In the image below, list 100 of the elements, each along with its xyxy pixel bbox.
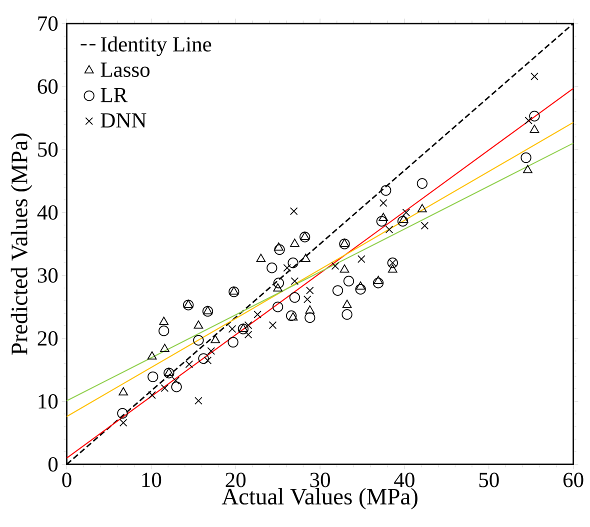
point — [303, 295, 312, 304]
x-tick-label: 20 — [226, 472, 246, 488]
x-tick-label: 0 — [62, 472, 72, 488]
point — [164, 368, 174, 378]
point — [343, 276, 354, 286]
y-tick-label: 60 — [38, 79, 58, 94]
point — [266, 262, 278, 274]
point — [172, 376, 180, 384]
x-tick-label: 30 — [310, 472, 330, 488]
point — [416, 178, 428, 189]
point — [164, 368, 174, 376]
point — [378, 212, 388, 221]
point — [332, 285, 344, 296]
point — [529, 110, 540, 122]
point — [148, 391, 156, 399]
point — [147, 351, 157, 360]
point — [300, 232, 310, 240]
point — [304, 312, 316, 323]
point — [273, 283, 282, 292]
point — [204, 356, 212, 364]
point — [520, 152, 532, 163]
point — [379, 199, 388, 207]
point — [305, 305, 315, 314]
point — [193, 334, 204, 346]
point — [523, 164, 532, 174]
point — [119, 418, 128, 427]
point — [210, 334, 220, 344]
x-tick-label: 40 — [394, 472, 414, 488]
point — [355, 284, 366, 295]
legend-label: DNN — [100, 113, 146, 128]
point — [203, 306, 212, 314]
point — [340, 238, 350, 247]
point — [160, 344, 170, 352]
point — [289, 292, 300, 303]
point — [420, 222, 429, 230]
point — [238, 324, 249, 334]
point — [229, 286, 239, 295]
point — [171, 381, 182, 392]
point — [274, 242, 284, 251]
y-tick-label: 10 — [38, 394, 58, 409]
point — [342, 300, 352, 308]
point — [228, 324, 236, 333]
point — [358, 255, 366, 263]
point — [254, 310, 262, 318]
point — [388, 264, 398, 273]
point — [228, 286, 240, 298]
legend-label: Identity Line — [100, 36, 212, 56]
point — [290, 207, 298, 216]
point — [530, 72, 538, 80]
point — [228, 336, 238, 348]
legend-label: Lasso — [100, 62, 150, 77]
y-tick-label: 0 — [48, 456, 58, 472]
point — [372, 278, 384, 288]
point — [184, 300, 194, 308]
point — [418, 204, 427, 212]
point — [374, 276, 383, 284]
point — [268, 321, 277, 329]
point — [274, 244, 285, 255]
point — [300, 232, 310, 242]
point — [202, 306, 214, 317]
y-tick-label: 40 — [37, 205, 58, 220]
y-tick-label: 50 — [38, 142, 58, 157]
point — [288, 257, 298, 268]
point — [272, 302, 284, 312]
point — [185, 360, 194, 368]
point — [290, 238, 300, 247]
x-axis-title: Actual Values (MPa) — [222, 488, 418, 510]
x-tick-label: 60 — [563, 472, 584, 488]
point — [385, 225, 394, 234]
point — [238, 324, 248, 332]
point — [301, 254, 310, 262]
point — [183, 300, 194, 310]
point — [158, 325, 170, 336]
legend-label: LR — [100, 88, 128, 102]
point — [198, 353, 209, 364]
point — [306, 286, 314, 294]
point — [194, 396, 202, 405]
point — [244, 321, 252, 329]
y-axis-title: Predicted Values (MPa) — [10, 133, 32, 355]
point — [118, 387, 128, 396]
point — [273, 278, 284, 288]
point — [283, 264, 292, 272]
point — [331, 262, 340, 270]
point — [117, 408, 128, 419]
point — [256, 254, 266, 262]
point — [380, 185, 392, 196]
x-tick-label: 50 — [479, 472, 499, 488]
point — [340, 264, 350, 273]
x-tick-label: 10 — [142, 472, 162, 488]
point — [160, 384, 169, 392]
y-tick-label: 30 — [38, 268, 58, 283]
y-tick-label: 70 — [38, 16, 58, 31]
point — [159, 316, 169, 325]
point — [290, 277, 299, 285]
point — [342, 309, 352, 320]
point — [356, 281, 366, 290]
point — [207, 347, 216, 355]
point — [148, 371, 158, 382]
point — [339, 238, 350, 250]
point — [244, 330, 252, 338]
